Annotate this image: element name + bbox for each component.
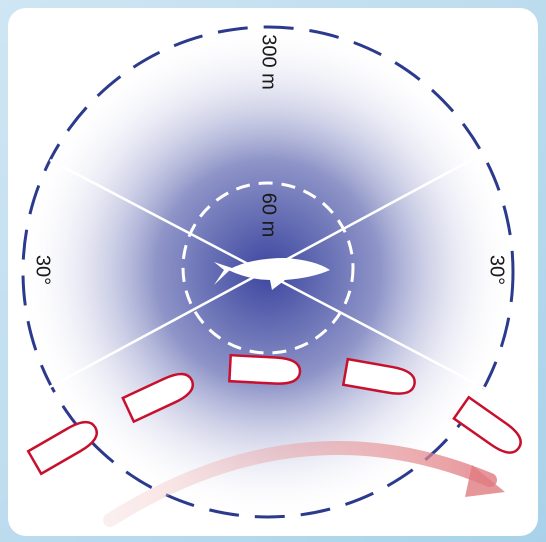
- boats: [26, 353, 522, 476]
- angle-label: 30°: [32, 255, 54, 285]
- movement-arrow: [103, 441, 497, 527]
- boat: [452, 395, 522, 454]
- outer-radius-label: 300 m: [258, 34, 280, 90]
- boat: [341, 357, 416, 395]
- fish: [214, 258, 330, 290]
- arrow-head: [465, 465, 505, 497]
- boat: [26, 420, 99, 476]
- boat: [228, 353, 302, 385]
- outer-circle: [21, 25, 515, 519]
- inner-radius-label: 60 m: [258, 193, 280, 237]
- inner-circle: [181, 181, 355, 355]
- angle-label: 30°: [486, 255, 508, 285]
- boat: [121, 372, 194, 424]
